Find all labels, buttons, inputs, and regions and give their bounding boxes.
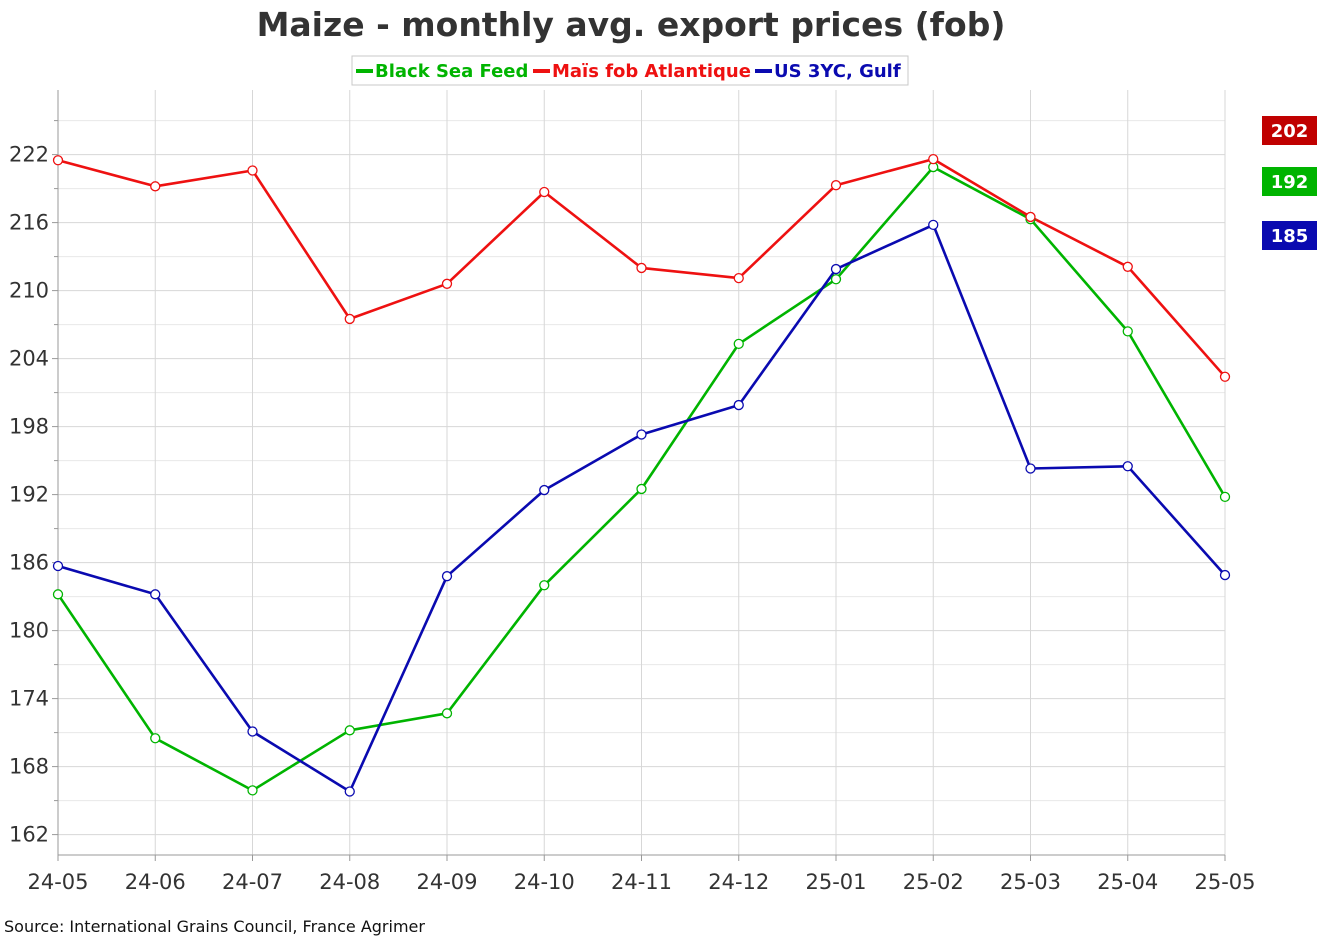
series-point-1 (150, 181, 161, 192)
x-tick-label: 25-01 (805, 870, 866, 894)
x-tick-label: 25-04 (1097, 870, 1158, 894)
legend-entry: US 3YC, Gulf (774, 61, 901, 82)
series-point-0 (830, 274, 842, 285)
plot-area (52, 90, 1231, 861)
series-point-2 (441, 571, 453, 582)
series-point-2 (1219, 569, 1231, 581)
x-tick-label: 25-02 (903, 870, 964, 894)
last-value-badge-label: 192 (1271, 172, 1309, 193)
series-point-0 (539, 580, 550, 591)
series-point-2 (150, 589, 161, 600)
y-tick-label: 186 (9, 551, 49, 575)
series-point-1 (247, 165, 258, 176)
series-point-2 (539, 484, 550, 496)
series-point-1 (733, 272, 744, 284)
series-point-0 (1122, 326, 1133, 337)
series-point-0 (1219, 491, 1231, 503)
series-point-1 (1122, 261, 1133, 272)
y-tick-label: 180 (9, 619, 49, 643)
series-point-1 (830, 180, 842, 191)
series-point-1 (1219, 371, 1231, 382)
source-note: Source: International Grains Council, Fr… (4, 917, 425, 936)
x-tick-label: 24-06 (125, 870, 186, 894)
series-point-0 (344, 725, 355, 736)
series-point-0 (636, 483, 647, 495)
last-value-badges: 202 192 185 (1262, 116, 1317, 250)
last-value-badge (1262, 221, 1317, 250)
legend-entry: Maïs fob Atlantique (552, 61, 751, 82)
series-point-2 (928, 219, 939, 231)
x-tick-label: 24-09 (416, 870, 477, 894)
y-tick-label: 198 (9, 415, 49, 439)
series-point-1 (636, 262, 647, 274)
series-point-1 (52, 155, 64, 166)
series-point-0 (441, 708, 453, 719)
x-tick-label: 24-08 (319, 870, 380, 894)
chart-title: Maize - monthly avg. export prices (fob) (257, 5, 1006, 44)
series-point-0 (733, 338, 744, 350)
series-point-0 (150, 733, 161, 744)
x-tick-label: 24-05 (27, 870, 88, 894)
x-tick-label: 24-11 (611, 870, 672, 894)
x-tick-label: 25-03 (1000, 870, 1061, 894)
y-tick-label: 168 (9, 755, 49, 779)
series-point-2 (247, 726, 258, 737)
x-tick-label: 24-07 (222, 870, 283, 894)
series-point-1 (928, 153, 939, 165)
series-point-2 (830, 263, 842, 275)
series-point-1 (344, 313, 355, 325)
last-value-badge (1262, 116, 1317, 145)
y-tick-label: 222 (9, 143, 49, 167)
last-value-badge-label: 185 (1271, 226, 1309, 247)
y-tick-label: 192 (9, 483, 49, 507)
legend-box (351, 55, 909, 86)
legend: Black Sea Feed Maïs fob Atlantique US 3YC,… (351, 55, 909, 86)
y-tick-label: 216 (9, 211, 49, 235)
legend-entry: Black Sea Feed (375, 61, 528, 82)
y-tick-label: 204 (9, 347, 49, 371)
series-point-2 (1122, 461, 1133, 472)
x-tick-label: 24-10 (514, 870, 575, 894)
last-value-badge (1262, 167, 1317, 196)
x-tick-label: 24-12 (708, 870, 769, 894)
series-point-2 (636, 429, 647, 440)
series-point-2 (1025, 463, 1036, 474)
y-tick-label: 210 (9, 279, 49, 303)
y-tick-label: 174 (9, 687, 49, 711)
x-tick-label: 25-05 (1194, 870, 1255, 894)
series-point-1 (441, 278, 453, 289)
y-tick-label: 162 (9, 823, 49, 847)
series-point-2 (344, 786, 355, 797)
y-axis-labels: 162 168 174 180 186 192 198 204 210 216 222 (9, 143, 49, 847)
series-point-1 (539, 186, 550, 198)
series-point-2 (733, 399, 744, 411)
series-point-0 (52, 589, 64, 600)
x-axis-labels: 24-05 24-06 24-07 24-08 24-09 24-10 24-11 24-12… (27, 870, 1255, 894)
series-point-0 (247, 785, 258, 796)
series-point-2 (52, 560, 64, 572)
series-point-1 (1025, 211, 1036, 223)
last-value-badge-label: 202 (1271, 121, 1309, 142)
